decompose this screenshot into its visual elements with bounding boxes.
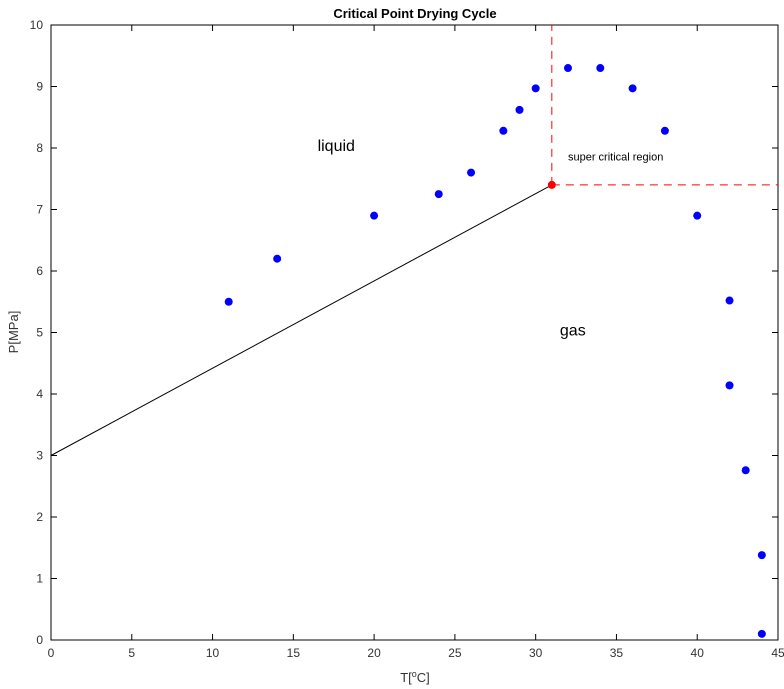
data-point [499, 126, 508, 135]
data-point [273, 254, 282, 263]
x-tick-label: 5 [128, 646, 135, 660]
x-tick-label: 45 [771, 646, 784, 660]
annotation-label: liquid [318, 138, 355, 155]
x-axis-label: T[oC] [400, 669, 430, 685]
y-axis-ticks: 0 1 2 3 4 5 6 7 8 9 10 [30, 18, 778, 647]
x-tick-label: 40 [691, 646, 705, 660]
x-tick-label: 0 [48, 646, 55, 660]
x-tick-label: 20 [367, 646, 381, 660]
y-tick-label: 6 [36, 264, 43, 278]
x-tick-label: 10 [206, 646, 220, 660]
y-tick-label: 2 [36, 510, 43, 524]
data-point [467, 168, 476, 177]
data-point [370, 211, 379, 220]
annotations: liquid gas super critical region [318, 138, 664, 340]
data-point [725, 296, 734, 305]
y-tick-label: 1 [36, 572, 43, 586]
plot-area [50, 24, 779, 641]
phase-boundary-line [50, 184, 553, 456]
y-tick-label: 7 [36, 203, 43, 217]
data-point [563, 64, 572, 73]
critical-point-marker [547, 180, 556, 189]
x-tick-label: 15 [287, 646, 301, 660]
data-point [531, 84, 540, 93]
x-axis-label-prefix: T[ [400, 670, 412, 685]
data-point [515, 105, 524, 114]
annotation-label: super critical region [568, 151, 663, 163]
y-tick-label: 8 [36, 141, 43, 155]
y-tick-label: 0 [36, 633, 43, 647]
data-point [596, 64, 605, 73]
data-point [757, 551, 766, 560]
plot-marks [50, 25, 778, 638]
data-point [693, 211, 702, 220]
data-point [434, 190, 443, 199]
data-point [741, 466, 750, 475]
x-axis-ticks: 0 5 10 15 20 25 30 35 40 45 [48, 25, 784, 660]
y-tick-label: 5 [36, 326, 43, 340]
data-point [224, 297, 233, 306]
data-point [628, 84, 637, 93]
data-point [725, 381, 734, 390]
y-axis-label: P[MPa] [6, 311, 21, 354]
y-tick-label: 3 [36, 449, 43, 463]
data-point [757, 629, 766, 638]
y-tick-label: 10 [30, 18, 44, 32]
x-tick-label: 35 [610, 646, 624, 660]
x-axis-label-superscript: o [412, 669, 417, 679]
chart-title: Critical Point Drying Cycle [333, 6, 496, 21]
y-tick-label: 9 [36, 80, 43, 94]
data-point [660, 126, 669, 135]
x-axis-label-suffix: C] [417, 670, 430, 685]
annotation-label: gas [560, 323, 586, 340]
y-tick-label: 4 [36, 387, 43, 401]
x-tick-label: 30 [529, 646, 543, 660]
x-tick-label: 25 [448, 646, 462, 660]
